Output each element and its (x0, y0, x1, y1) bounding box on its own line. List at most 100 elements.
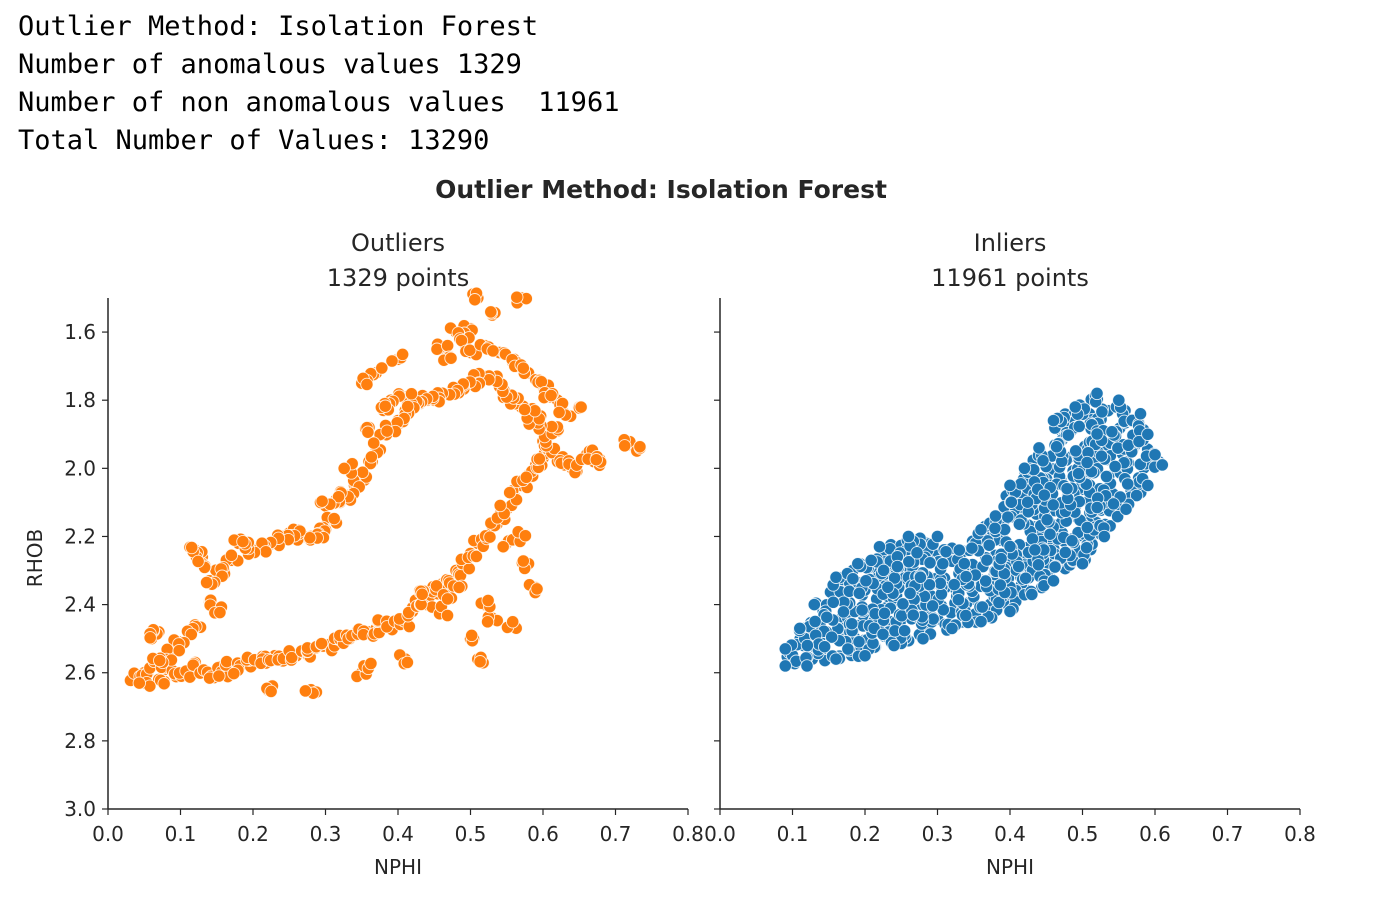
data-point (143, 631, 157, 645)
data-point (429, 579, 444, 593)
console-line: Number of non anomalous values 11961 (18, 87, 620, 118)
x-tick-label: 0.8 (672, 822, 704, 846)
data-point (1049, 440, 1064, 454)
x-tick-label: 0.0 (92, 822, 124, 846)
data-point (877, 606, 892, 620)
data-point (982, 538, 996, 552)
data-point (841, 642, 855, 656)
data-point (959, 569, 973, 584)
data-point (1048, 560, 1062, 574)
data-point (212, 669, 226, 683)
x-tick-label: 0.6 (1139, 822, 1171, 846)
data-point (1133, 407, 1148, 421)
data-point (800, 638, 815, 653)
x-axis-label: NPHI (374, 855, 422, 879)
x-tick-label: 0.3 (922, 822, 954, 846)
data-point (468, 293, 482, 307)
data-point (1019, 571, 1033, 585)
data-point (1099, 469, 1114, 484)
x-axis-label: NPHI (986, 855, 1034, 879)
inliers-panel: Inliers 11961 points NPHI 0.0 0.1 0.2 0.3 0.… (704, 229, 1316, 879)
data-point (331, 490, 346, 504)
data-point (1036, 454, 1050, 468)
data-point (486, 344, 500, 358)
data-point (1155, 458, 1169, 472)
data-point (415, 587, 429, 601)
data-point (1060, 482, 1074, 496)
data-point (452, 580, 466, 595)
data-point (361, 425, 375, 439)
data-point (1065, 534, 1079, 548)
data-point (829, 652, 843, 666)
panel-title-line2: 11961 points (931, 264, 1089, 292)
y-tick-label: 2.4 (64, 593, 96, 617)
data-point (978, 574, 993, 588)
data-point (264, 684, 278, 699)
data-point (807, 597, 821, 612)
y-tick-label: 1.6 (64, 320, 96, 344)
data-point (778, 642, 792, 656)
data-point (1090, 386, 1104, 401)
data-point (890, 559, 905, 574)
data-point (236, 534, 250, 549)
data-point (185, 540, 199, 555)
data-point (1012, 517, 1027, 531)
data-point (199, 575, 214, 590)
data-point (1025, 587, 1039, 602)
data-point (516, 361, 530, 375)
figure-suptitle: Outlier Method: Isolation Forest (435, 175, 887, 204)
data-point (285, 650, 299, 665)
data-point (1068, 400, 1082, 414)
y-tick-label: 2.2 (64, 524, 96, 548)
data-point (1046, 498, 1060, 512)
data-point (988, 521, 1002, 535)
x-tick-label: 0.1 (777, 822, 809, 846)
data-point (544, 388, 558, 403)
y-axis-label: RHOB (23, 529, 47, 587)
data-point (872, 540, 887, 554)
x-tick-label: 0.7 (600, 822, 632, 846)
data-point (404, 387, 419, 401)
data-point (315, 494, 329, 508)
data-point (1028, 543, 1042, 557)
data-point (993, 578, 1007, 592)
data-point (922, 578, 937, 592)
data-point (825, 630, 839, 644)
data-point (1097, 529, 1111, 544)
data-point (469, 549, 484, 564)
data-point (808, 614, 822, 629)
data-point (224, 548, 239, 562)
data-point (876, 563, 891, 578)
data-point (1105, 425, 1119, 439)
data-point (992, 595, 1006, 610)
data-point (633, 440, 647, 454)
data-point (380, 424, 394, 438)
data-point (1108, 459, 1122, 474)
data-point (1090, 500, 1104, 515)
data-point (1112, 393, 1126, 407)
data-point (1004, 495, 1019, 509)
outliers-panel: Outliers 1329 points NPHI RHOB 0.0 0.1 0.2… (23, 229, 704, 879)
data-point (947, 577, 961, 592)
data-point (378, 399, 392, 413)
data-point (852, 635, 866, 649)
data-point (1129, 488, 1144, 503)
data-point (1080, 455, 1094, 470)
scatter-layer (778, 386, 1169, 673)
data-point (957, 556, 971, 571)
data-point (846, 572, 860, 586)
data-point (364, 450, 379, 464)
data-point (484, 305, 498, 319)
data-point (184, 627, 198, 642)
data-point (364, 656, 378, 671)
data-point (916, 632, 930, 646)
data-point (385, 354, 399, 368)
data-point (172, 643, 186, 658)
data-point (858, 649, 872, 663)
data-point (945, 621, 959, 636)
data-point (227, 666, 241, 681)
data-point (1003, 604, 1017, 619)
data-point (589, 453, 603, 467)
data-point (516, 554, 530, 568)
data-point (793, 621, 807, 636)
